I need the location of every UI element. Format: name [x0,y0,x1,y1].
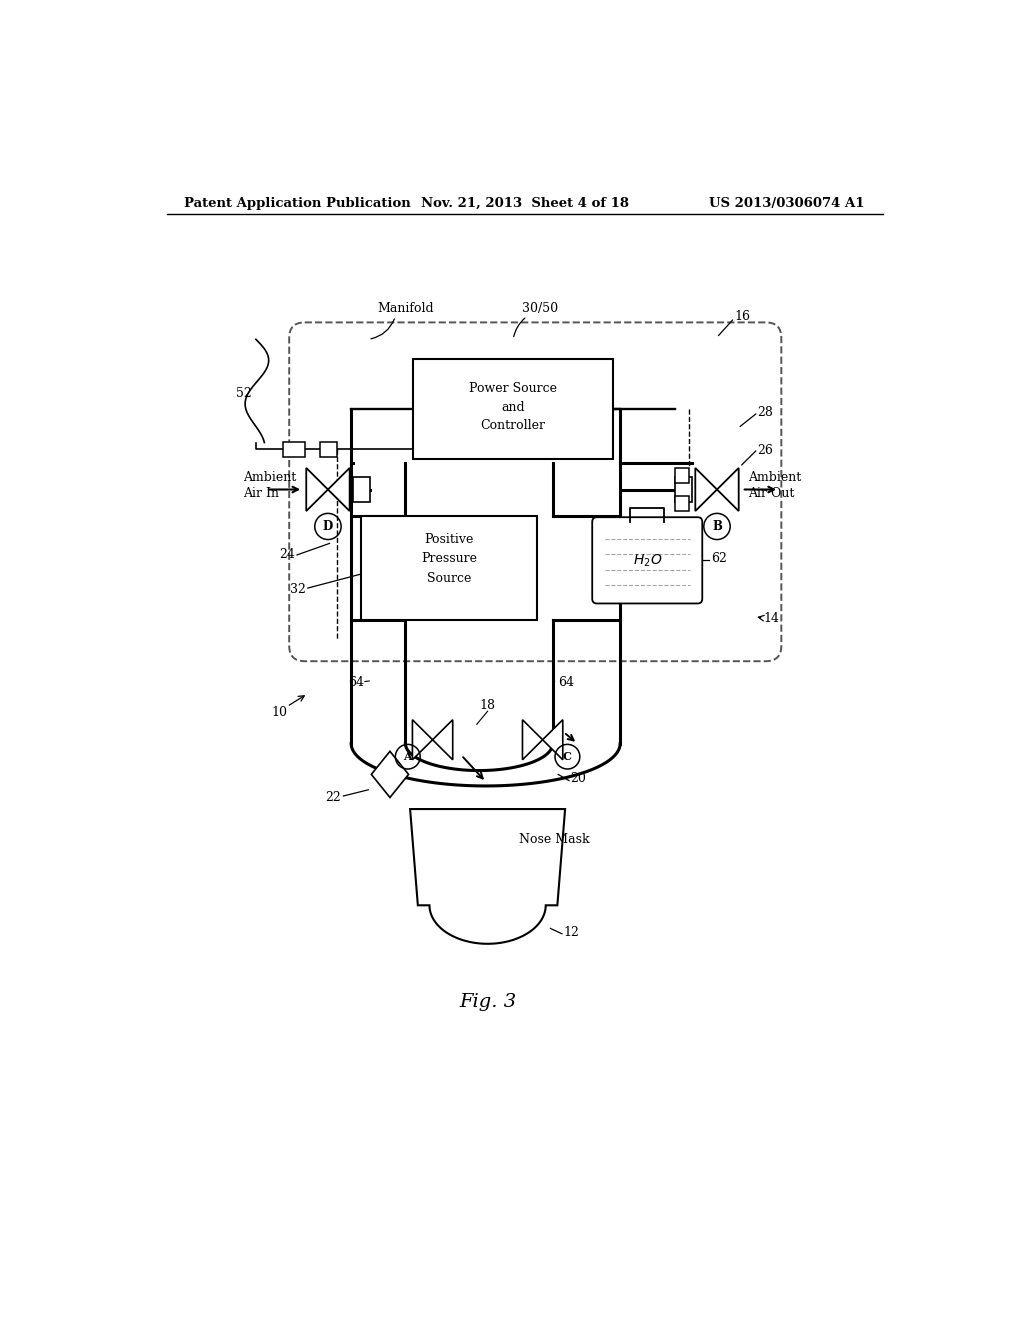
FancyBboxPatch shape [289,322,781,661]
Text: Nose Mask: Nose Mask [519,833,590,846]
FancyBboxPatch shape [283,442,305,457]
Text: 20: 20 [569,772,586,785]
FancyBboxPatch shape [352,478,370,502]
FancyBboxPatch shape [675,469,689,483]
Text: 14: 14 [764,612,779,626]
Text: C: C [563,751,571,762]
Polygon shape [372,751,409,797]
Text: 22: 22 [326,791,341,804]
FancyBboxPatch shape [675,478,692,502]
Text: 62: 62 [711,552,727,565]
FancyBboxPatch shape [414,359,613,459]
Text: B: B [712,520,722,533]
Text: 12: 12 [563,925,580,939]
Text: Nov. 21, 2013  Sheet 4 of 18: Nov. 21, 2013 Sheet 4 of 18 [421,197,629,210]
Text: Pressure: Pressure [421,552,477,565]
Text: 24: 24 [279,548,295,561]
Text: 26: 26 [758,445,773,458]
Text: A: A [403,751,412,762]
Text: D: D [323,520,333,533]
Polygon shape [717,469,738,511]
Polygon shape [413,719,432,760]
Text: Fig. 3: Fig. 3 [459,993,516,1011]
Polygon shape [522,719,543,760]
Polygon shape [306,469,328,511]
Polygon shape [410,809,565,944]
FancyBboxPatch shape [592,517,702,603]
Polygon shape [328,469,349,511]
Text: Air Out: Air Out [748,487,795,500]
Text: 18: 18 [479,698,496,711]
Text: 52: 52 [237,387,252,400]
Text: 28: 28 [758,407,773,418]
Text: 10: 10 [271,706,287,719]
Text: Ambient: Ambient [748,471,801,484]
Text: Patent Application Publication: Patent Application Publication [183,197,411,210]
Text: Ambient: Ambient [243,471,296,484]
Text: 16: 16 [734,310,750,323]
Polygon shape [432,719,453,760]
Text: Manifold: Manifold [378,302,434,315]
Text: 64: 64 [348,676,365,689]
Text: Controller: Controller [480,418,546,432]
FancyBboxPatch shape [360,516,538,620]
Text: 64: 64 [558,676,574,689]
Text: 32: 32 [291,583,306,597]
Text: Air In: Air In [243,487,279,500]
Text: and: and [502,400,525,413]
Text: Power Source: Power Source [469,381,557,395]
Polygon shape [543,719,563,760]
Text: Source: Source [427,572,471,585]
Text: US 2013/0306074 A1: US 2013/0306074 A1 [709,197,864,210]
Text: 30/50: 30/50 [521,302,558,315]
Text: $H_2O$: $H_2O$ [633,552,662,569]
FancyBboxPatch shape [321,442,337,457]
Polygon shape [695,469,717,511]
FancyBboxPatch shape [675,496,689,511]
Text: Positive: Positive [424,533,473,546]
